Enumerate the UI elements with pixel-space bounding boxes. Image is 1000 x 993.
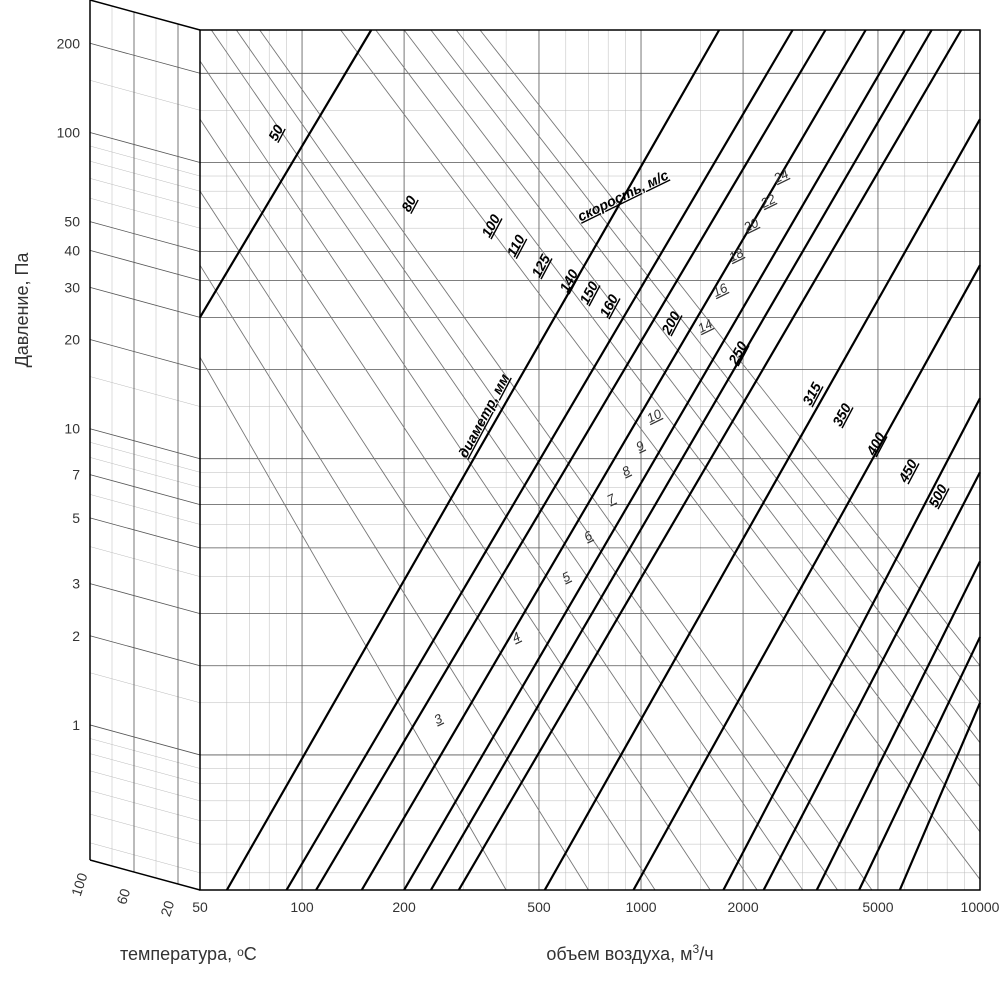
y-tick-30: 30 (64, 279, 80, 295)
y-tick-7: 7 (72, 467, 80, 483)
x-axis-label: объем воздуха, м3/ч (546, 942, 713, 964)
y-axis-label: Давление, Па (12, 252, 32, 368)
x-tick-2000: 2000 (727, 899, 758, 915)
y-tick-10: 10 (64, 421, 80, 437)
x-tick-500: 500 (527, 899, 551, 915)
x-tick-200: 200 (392, 899, 416, 915)
y-tick-1: 1 (72, 717, 80, 733)
y-tick-40: 40 (64, 242, 80, 258)
x-tick-10000: 10000 (961, 899, 1000, 915)
y-tick-5: 5 (72, 510, 80, 526)
x-tick-5000: 5000 (862, 899, 893, 915)
x-tick-50: 50 (192, 899, 208, 915)
chart-svg: 50 100 200 500 1000 2000 5000 10000 1 2 3 5 7 10 20 30 4… (0, 0, 1000, 993)
y-tick-200: 200 (57, 35, 81, 51)
x-tick-1000: 1000 (625, 899, 656, 915)
y-tick-3: 3 (72, 576, 80, 592)
y-tick-50: 50 (64, 214, 80, 230)
nomograph-chart: 50 100 200 500 1000 2000 5000 10000 1 2 3 5 7 10 20 30 4… (0, 0, 1000, 993)
temp-axis-label: температура, оС (120, 944, 257, 964)
y-tick-100: 100 (57, 124, 81, 140)
y-tick-20: 20 (64, 332, 80, 348)
y-tick-2: 2 (72, 628, 80, 644)
x-tick-100: 100 (290, 899, 314, 915)
